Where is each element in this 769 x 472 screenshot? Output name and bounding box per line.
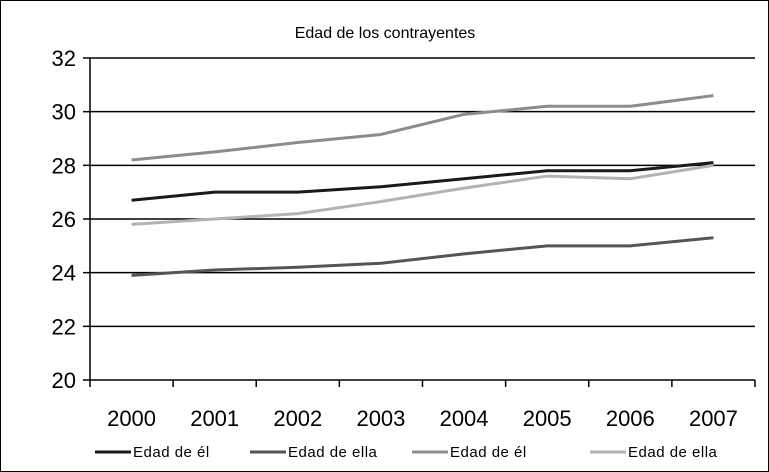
y-tick-label: 26 (52, 207, 76, 232)
y-tick-label: 24 (52, 261, 76, 286)
series-line-1 (131, 161, 714, 202)
x-tick-label: 2001 (190, 406, 239, 431)
x-axis-ticks: 2000 2001 2002 2003 2004 2005 2006 2007 (89, 380, 756, 431)
y-tick-label: 32 (52, 46, 76, 71)
legend-label: Edad de él (450, 444, 527, 461)
chart-title: Edad de los contrayentes (295, 25, 476, 42)
series-line-4 (131, 163, 714, 226)
series-lines (131, 94, 714, 277)
x-tick-label: 2002 (273, 406, 322, 431)
x-tick-label: 2000 (107, 406, 156, 431)
legend-label: Edad de ella (288, 444, 378, 461)
y-tick-label: 30 (52, 100, 76, 125)
x-tick-label: 2004 (440, 406, 489, 431)
y-tick-label: 22 (52, 314, 76, 339)
x-tick-label: 2005 (523, 406, 572, 431)
legend-label: Edad de ella (628, 444, 718, 461)
legend: Edad de él Edad de ella Edad de él Edad de … (95, 444, 718, 461)
y-axis-ticks: 20 22 24 26 28 30 32 (52, 46, 90, 393)
legend-label: Edad de él (133, 444, 210, 461)
series-line-2 (131, 236, 714, 277)
x-tick-label: 2003 (356, 406, 405, 431)
x-tick-label: 2006 (606, 406, 655, 431)
y-tick-label: 28 (52, 153, 76, 178)
series-line-3 (131, 94, 714, 162)
x-tick-label: 2007 (689, 406, 738, 431)
grid-lines (90, 57, 755, 328)
y-tick-label: 20 (52, 368, 76, 393)
